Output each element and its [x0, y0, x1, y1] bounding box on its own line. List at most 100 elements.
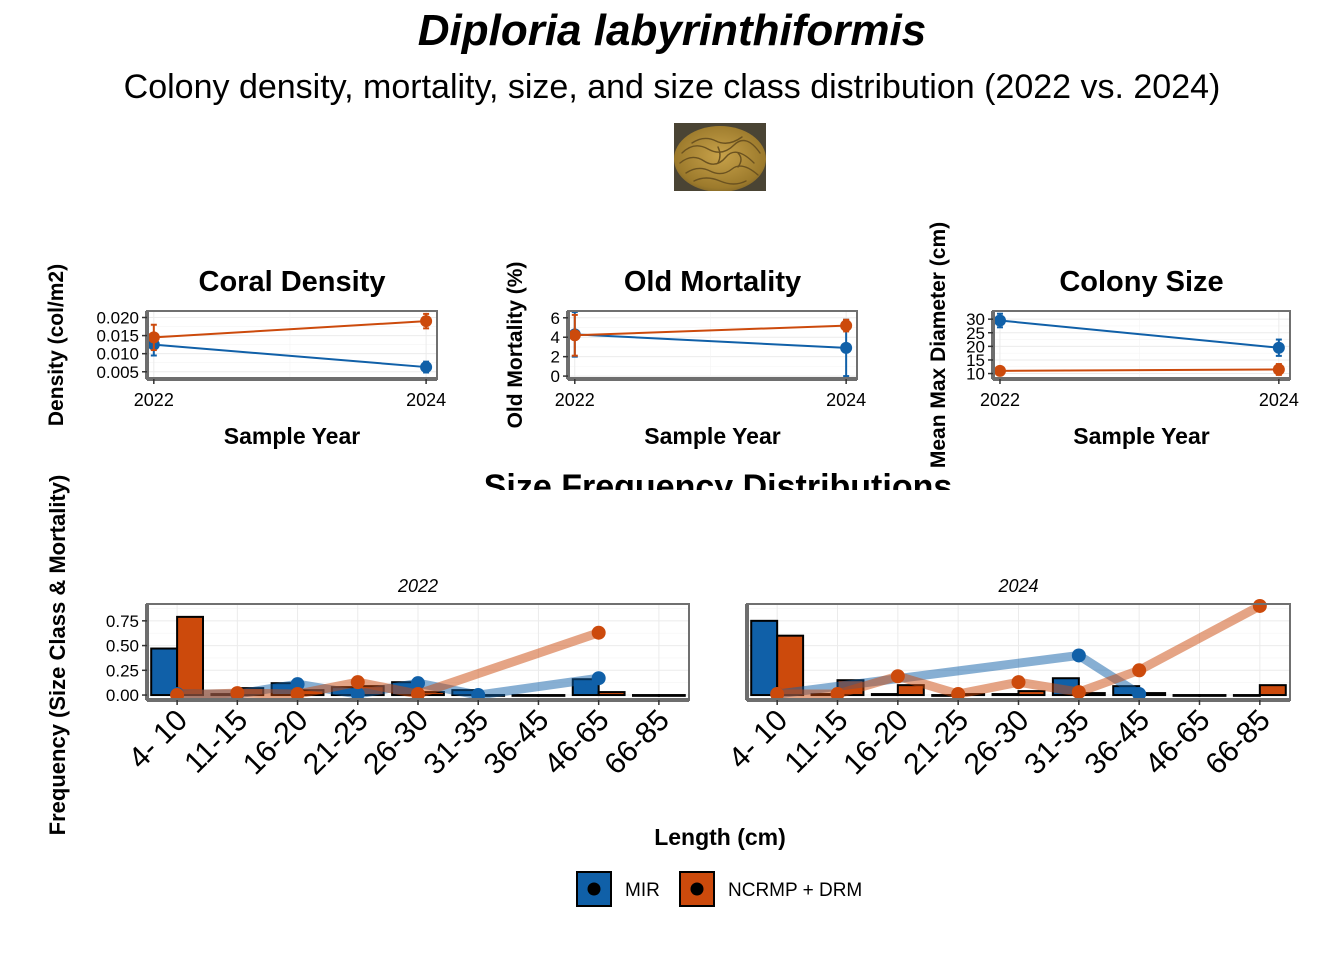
x-axis-title: Sample Year [644, 423, 780, 449]
series-line [999, 368, 1279, 372]
y-tick-label: 0.005 [96, 363, 139, 382]
y-tick-label: 0.010 [96, 345, 139, 364]
panel-title: Colony Size [1059, 266, 1223, 298]
x-axis-title: Sample Year [224, 423, 360, 449]
size-frequency-panel-2022: 2022 0.00 0.25 0.50 0.75 4- 1011-1516-2021-25… [106, 576, 690, 782]
x-tick-label: 21-25 [297, 704, 375, 782]
mortality-point [1071, 648, 1086, 663]
bar [176, 615, 205, 697]
figure-title: Diploria labyrinthiformis [417, 6, 927, 55]
x-tick-label: 26-30 [958, 704, 1036, 782]
bar [1258, 684, 1287, 697]
x-tick-label: 2024 [1259, 390, 1299, 410]
mortality-line [777, 602, 1262, 699]
x-tick-label: 66-85 [598, 704, 676, 782]
mortality-line [176, 628, 601, 700]
y-axis-title: Old Mortality (%) [504, 262, 527, 429]
facet-label: 2024 [997, 576, 1038, 596]
x-axis-title: Sample Year [1073, 423, 1209, 449]
x-tick-label: 31-35 [418, 704, 496, 782]
bar [537, 694, 566, 697]
x-tick-label: 2024 [406, 390, 446, 410]
x-tick-label: 46-65 [538, 704, 616, 782]
mortality-point [230, 686, 245, 701]
mortality-point [951, 687, 966, 702]
mortality-point [290, 687, 305, 702]
bar [631, 694, 660, 697]
x-tick-label: 4- 10 [722, 704, 794, 776]
series-line [574, 333, 847, 349]
mortality-point [411, 687, 425, 702]
mortality-point [290, 677, 305, 692]
x-tick-label: 2024 [826, 390, 866, 410]
x-tick-label: 36-45 [478, 704, 556, 782]
x-tick-label: 2022 [134, 390, 174, 410]
series-line [153, 320, 427, 339]
bar [1172, 694, 1201, 697]
bar [150, 647, 179, 697]
bar [1198, 694, 1227, 697]
y-tick-label: 10 [966, 365, 985, 384]
data-point [1272, 363, 1285, 376]
legend-label: NCRMP + DRM [728, 880, 862, 901]
data-point [568, 329, 581, 342]
mortality-point [770, 687, 785, 702]
x-tick-label: 36-45 [1079, 704, 1157, 782]
panel-border [146, 310, 438, 380]
y-axis-title: Frequency (Size Class & Mortality) [45, 475, 70, 836]
bar [511, 694, 540, 697]
x-tick-label: 11-15 [178, 704, 254, 780]
y-tick-label: 4 [551, 328, 560, 347]
x-tick-label: 31-35 [1018, 704, 1096, 782]
legend-label: MIR [625, 880, 660, 901]
y-tick-label: 0.50 [106, 637, 139, 656]
bar [597, 691, 626, 697]
mortality-point [350, 675, 365, 690]
panel-title: Old Mortality [624, 266, 801, 298]
x-tick-label: 2022 [555, 390, 595, 410]
x-tick-label: 46-65 [1139, 704, 1217, 782]
x-tick-label: 66-85 [1199, 704, 1277, 782]
y-tick-label: 25 [966, 324, 985, 343]
mortality-point [890, 669, 905, 684]
mortality-point [1071, 685, 1086, 700]
mortality-point [1132, 687, 1147, 702]
brain-coral-photo-icon [674, 123, 766, 191]
y-axis-title: Mean Max Diameter (cm) [927, 222, 950, 468]
mortality-point [411, 676, 425, 691]
data-point [840, 341, 853, 354]
data-point [993, 364, 1006, 377]
data-point [420, 361, 433, 374]
mortality-point [1252, 598, 1267, 613]
data-point [420, 315, 433, 328]
y-axis-title: Density (col/m2) [45, 264, 68, 426]
bar [776, 634, 805, 697]
x-tick-label: 16-20 [837, 704, 915, 782]
data-point [1272, 341, 1285, 354]
y-tick-label: 2 [551, 348, 560, 367]
series-line [153, 343, 427, 369]
facet-label: 2022 [397, 576, 438, 596]
mortality-point [1011, 675, 1026, 690]
y-tick-label: 0.25 [106, 661, 139, 680]
x-tick-label: 2022 [980, 390, 1020, 410]
x-axis-title: Length (cm) [654, 824, 786, 850]
y-tick-label: 0 [551, 367, 560, 386]
legend: MIR NCRMP + DRM [576, 871, 862, 907]
y-tick-label: 0.75 [106, 612, 139, 631]
bar [657, 694, 686, 697]
y-tick-label: 20 [966, 337, 985, 356]
y-tick-label: 0.00 [106, 686, 139, 705]
x-tick-label: 16-20 [237, 704, 315, 782]
bar [750, 619, 779, 697]
bar [870, 693, 899, 697]
title-occluder [440, 490, 1000, 512]
mortality-point [1132, 663, 1147, 678]
size-frequency-panel-2024: 2024 4- 1011-1516-2021-2526-3031-3536-454… [722, 576, 1291, 782]
mortality-point [830, 687, 845, 702]
y-tick-label: 0.020 [96, 309, 139, 328]
data-point [147, 331, 160, 344]
